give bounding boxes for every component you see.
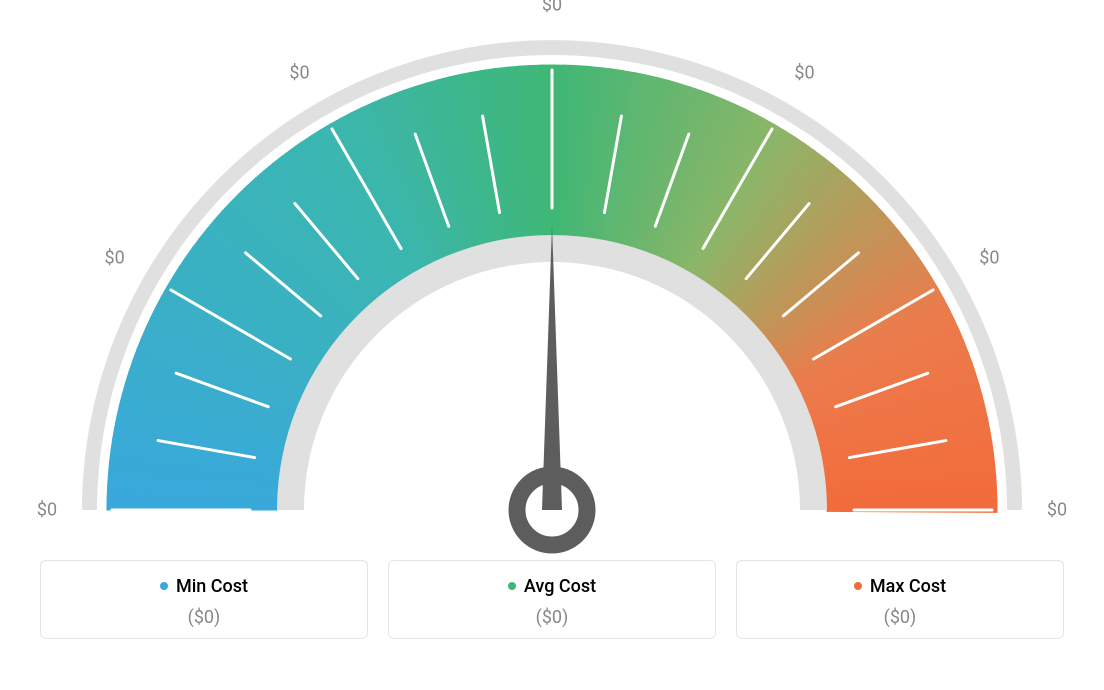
legend-card-avg: Avg Cost ($0) [388, 560, 716, 639]
legend-card-max: Max Cost ($0) [736, 560, 1064, 639]
legend-text-avg: Avg Cost [524, 576, 596, 597]
gauge-scale-label: $0 [542, 0, 562, 16]
gauge-scale-label: $0 [794, 62, 814, 83]
legend-value-min: ($0) [41, 607, 367, 628]
gauge-scale-label: $0 [979, 247, 999, 268]
gauge-svg [52, 0, 1052, 560]
legend-value-avg: ($0) [389, 607, 715, 628]
legend-card-min: Min Cost ($0) [40, 560, 368, 639]
legend-text-min: Min Cost [176, 576, 248, 597]
legend-dot-max [854, 582, 862, 590]
gauge-scale-label: $0 [1047, 500, 1067, 521]
cost-gauge: $0$0$0$0$0$0$0 [52, 0, 1052, 550]
legend-label-max: Max Cost [854, 576, 946, 597]
gauge-scale-label: $0 [37, 500, 57, 521]
legend-row: Min Cost ($0) Avg Cost ($0) Max Cost ($0… [40, 560, 1064, 639]
gauge-scale-label: $0 [105, 247, 125, 268]
legend-value-max: ($0) [737, 607, 1063, 628]
legend-dot-avg [508, 582, 516, 590]
gauge-scale-label: $0 [289, 62, 309, 83]
legend-dot-min [160, 582, 168, 590]
legend-label-min: Min Cost [160, 576, 248, 597]
legend-text-max: Max Cost [870, 576, 946, 597]
legend-label-avg: Avg Cost [508, 576, 596, 597]
